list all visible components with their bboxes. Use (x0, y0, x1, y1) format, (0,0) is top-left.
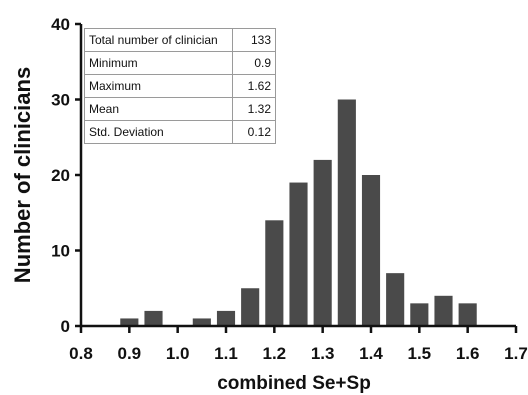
y-tick-label: 30 (51, 91, 70, 110)
x-tick-label: 1.1 (214, 344, 238, 363)
stats-value: 0.9 (232, 51, 276, 75)
stats-row-minimum: Minimum 0.9 (84, 51, 276, 75)
bar (386, 273, 405, 326)
x-tick-label: 1.0 (166, 344, 190, 363)
x-tick-label: 1.7 (504, 344, 528, 363)
stats-label: Mean (84, 97, 233, 121)
bar (144, 310, 163, 326)
y-tick-label: 20 (51, 166, 70, 185)
x-tick-label: 1.2 (263, 344, 287, 363)
bar (241, 288, 260, 326)
bar (265, 220, 284, 326)
stats-label: Std. Deviation (84, 120, 233, 144)
y-tick-label: 0 (61, 317, 70, 336)
x-tick-label: 1.4 (359, 344, 383, 363)
stats-row-mean: Mean 1.32 (84, 97, 276, 121)
stats-row-std-deviation: Std. Deviation 0.12 (84, 120, 276, 144)
bar (337, 99, 356, 326)
bar (458, 303, 477, 326)
bar (216, 310, 236, 326)
x-ticks-group: 0.8 0.9 1.0 1.1 1.2 1.3 1.4 1.5 1.6 1.7 (69, 326, 528, 363)
stats-value: 0.12 (232, 120, 276, 144)
y-tick-label: 10 (51, 242, 70, 261)
x-tick-label: 1.5 (408, 344, 432, 363)
bar (361, 175, 381, 326)
stats-value: 1.62 (232, 74, 276, 98)
stats-label: Total number of clinician (84, 28, 233, 52)
bar (410, 303, 429, 326)
x-axis-label: combined Se+Sp (217, 373, 371, 394)
y-tick-label: 40 (51, 15, 70, 34)
bar (120, 318, 139, 326)
stats-row-total: Total number of clinician 133 (84, 28, 276, 52)
stats-label: Minimum (84, 51, 233, 75)
bar (313, 159, 332, 326)
stats-label: Maximum (84, 74, 233, 98)
stats-value: 133 (232, 28, 276, 52)
x-tick-label: 0.9 (118, 344, 142, 363)
bar (289, 182, 308, 326)
bar (192, 318, 211, 326)
bar (434, 295, 453, 326)
y-ticks-group: 0 10 20 30 40 (51, 15, 81, 336)
bars-group (120, 99, 477, 326)
summary-stats-table: Total number of clinician 133 Minimum 0.… (84, 28, 276, 144)
x-tick-label: 0.8 (69, 344, 93, 363)
x-tick-label: 1.3 (311, 344, 335, 363)
x-tick-label: 1.6 (456, 344, 480, 363)
y-axis-label: Number of clinicians (10, 67, 35, 283)
stats-value: 1.32 (232, 97, 276, 121)
stats-row-maximum: Maximum 1.62 (84, 74, 276, 98)
